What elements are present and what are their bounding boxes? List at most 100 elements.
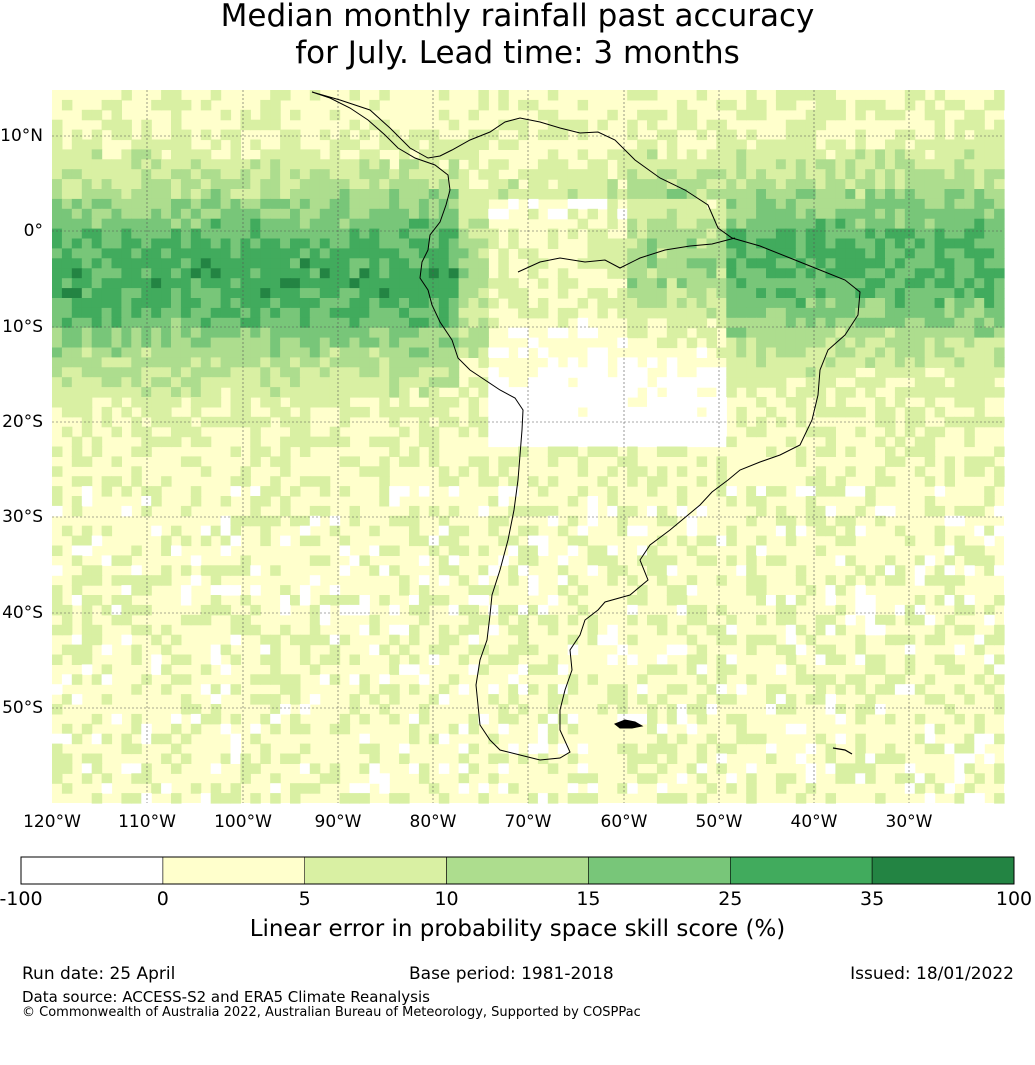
skill-cell bbox=[81, 307, 93, 319]
skill-cell bbox=[647, 505, 658, 517]
skill-cell bbox=[885, 456, 896, 467]
skill-cell bbox=[775, 555, 787, 566]
skill-cell bbox=[438, 307, 450, 319]
skill-cell bbox=[428, 733, 440, 745]
skill-cell bbox=[617, 704, 628, 715]
skill-cell bbox=[121, 298, 132, 309]
skill-cell bbox=[984, 139, 995, 150]
skill-cell bbox=[468, 149, 479, 160]
skill-cell bbox=[557, 426, 569, 438]
skill-cell bbox=[726, 377, 737, 388]
skill-cell bbox=[329, 723, 341, 735]
longitude-label: 90°W bbox=[314, 812, 362, 832]
skill-cell bbox=[964, 278, 975, 289]
skill-cell bbox=[716, 119, 727, 131]
skill-cell bbox=[91, 565, 103, 576]
skill-cell bbox=[270, 387, 281, 398]
skill-cell bbox=[904, 446, 916, 457]
skill-cell bbox=[875, 664, 886, 675]
skill-cell bbox=[468, 228, 479, 240]
skill-cell bbox=[914, 733, 926, 745]
skill-cell bbox=[726, 496, 737, 507]
skill-cell bbox=[359, 684, 370, 695]
skill-cell bbox=[875, 258, 886, 269]
skill-cell bbox=[111, 189, 122, 200]
skill-cell bbox=[696, 674, 708, 685]
skill-cell bbox=[329, 248, 341, 259]
skill-cell bbox=[637, 179, 648, 190]
skill-cell bbox=[190, 496, 202, 507]
skill-cell bbox=[825, 208, 836, 220]
skill-cell bbox=[52, 198, 63, 210]
skill-cell bbox=[379, 644, 390, 656]
skill-cell bbox=[637, 753, 648, 764]
skill-cell bbox=[825, 753, 836, 764]
skill-cell bbox=[835, 397, 846, 408]
skill-cell bbox=[458, 743, 470, 755]
skill-cell bbox=[299, 169, 311, 180]
skill-cell bbox=[101, 664, 113, 675]
skill-cell bbox=[587, 377, 598, 388]
skill-cell bbox=[389, 406, 400, 418]
skill-cell bbox=[805, 357, 817, 368]
skill-cell bbox=[299, 406, 311, 418]
skill-cell bbox=[825, 644, 836, 656]
skill-cell bbox=[52, 357, 63, 368]
skill-cell bbox=[428, 694, 440, 705]
skill-cell bbox=[894, 575, 906, 586]
skill-cell bbox=[52, 268, 63, 279]
skill-cell bbox=[914, 406, 926, 418]
skill-cell bbox=[448, 634, 460, 646]
skill-cell bbox=[676, 307, 688, 319]
skill-cell bbox=[171, 228, 182, 240]
skill-cell bbox=[508, 119, 519, 131]
skill-cell bbox=[359, 743, 370, 755]
skill-cell bbox=[180, 347, 192, 358]
skill-cell bbox=[230, 208, 241, 220]
skill-cell bbox=[785, 268, 797, 279]
skill-cell bbox=[329, 585, 341, 596]
skill-cell bbox=[220, 525, 232, 537]
skill-cell bbox=[210, 198, 222, 210]
colorbar-segment bbox=[729, 856, 873, 885]
skill-cell bbox=[260, 397, 271, 408]
skill-cell bbox=[379, 545, 390, 556]
skill-cell bbox=[399, 179, 410, 190]
skill-cell bbox=[696, 555, 708, 566]
skill-cell bbox=[220, 535, 232, 547]
skill-cell bbox=[399, 159, 410, 170]
skill-cell bbox=[875, 268, 886, 279]
skill-cell bbox=[359, 218, 370, 230]
skill-cell bbox=[756, 496, 767, 507]
skill-cell bbox=[716, 298, 727, 309]
skill-cell bbox=[557, 119, 569, 131]
skill-cell bbox=[964, 783, 975, 794]
skill-cell bbox=[696, 456, 708, 467]
skill-cell bbox=[964, 505, 975, 517]
skill-cell bbox=[488, 367, 499, 378]
skill-cell bbox=[180, 654, 192, 665]
skill-cell bbox=[409, 278, 420, 289]
skill-cell bbox=[726, 198, 737, 210]
skill-cell bbox=[656, 288, 668, 299]
skill-cell bbox=[706, 416, 717, 428]
skill-cell bbox=[290, 149, 301, 160]
skill-cell bbox=[61, 198, 73, 210]
skill-cell bbox=[448, 604, 460, 616]
skill-cell bbox=[706, 436, 717, 448]
skill-cell bbox=[696, 248, 708, 259]
skill-cell bbox=[409, 684, 420, 695]
skill-cell bbox=[418, 575, 430, 586]
skill-cell bbox=[726, 129, 737, 141]
skill-cell bbox=[428, 426, 440, 438]
skill-cell bbox=[438, 258, 450, 269]
skill-cell bbox=[627, 317, 638, 329]
skill-cell bbox=[161, 565, 172, 576]
skill-cell bbox=[647, 189, 658, 200]
skill-cell bbox=[736, 238, 747, 249]
skill-cell bbox=[319, 347, 331, 358]
skill-cell bbox=[994, 189, 1005, 200]
skill-cell bbox=[171, 337, 182, 349]
skill-cell bbox=[656, 307, 668, 319]
skill-cell bbox=[260, 169, 271, 180]
